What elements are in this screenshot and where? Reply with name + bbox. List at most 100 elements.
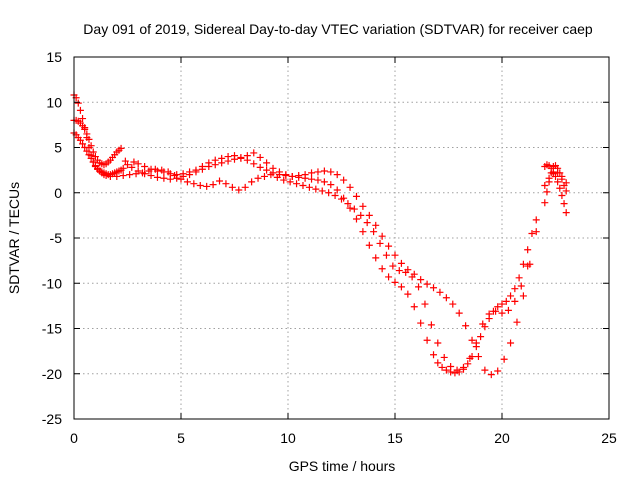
- y-tick-label: 5: [54, 140, 62, 156]
- data-point: [166, 175, 174, 183]
- x-axis-label: GPS time / hours: [289, 458, 396, 474]
- data-point: [126, 171, 134, 179]
- data-point: [196, 182, 204, 190]
- data-point: [102, 172, 110, 180]
- data-point: [263, 159, 271, 167]
- data-point: [549, 170, 557, 178]
- data-point: [498, 309, 506, 317]
- data-point: [235, 186, 243, 194]
- data-point: [524, 262, 532, 270]
- data-point: [205, 163, 213, 171]
- data-point: [421, 300, 429, 308]
- data-point: [295, 172, 303, 180]
- data-point: [250, 149, 258, 157]
- data-point: [391, 251, 399, 259]
- data-point: [320, 167, 328, 175]
- data-point: [299, 182, 307, 190]
- data-point: [378, 265, 386, 273]
- x-tick-label: 5: [177, 430, 185, 446]
- data-point: [145, 167, 153, 175]
- data-point: [333, 186, 341, 194]
- data-point: [228, 183, 236, 191]
- data-point: [474, 353, 482, 361]
- data-point: [346, 183, 354, 191]
- data-point: [415, 283, 423, 291]
- data-point: [513, 318, 521, 326]
- data-point: [427, 321, 435, 329]
- data-point: [402, 268, 410, 276]
- data-point: [440, 353, 448, 361]
- data-point: [500, 355, 508, 363]
- data-point: [151, 165, 159, 173]
- data-point: [438, 363, 446, 371]
- y-axis-label: SDTVAR / TECUs: [6, 182, 22, 294]
- data-point: [83, 130, 91, 138]
- data-point: [370, 228, 378, 236]
- data-point: [243, 152, 251, 160]
- data-point: [89, 158, 97, 166]
- data-point: [502, 297, 510, 305]
- data-point: [404, 290, 412, 298]
- grid: [74, 57, 609, 419]
- data-point: [449, 300, 457, 308]
- data-markers: [70, 91, 570, 379]
- data-point: [511, 297, 519, 305]
- data-point: [481, 366, 489, 374]
- data-point: [85, 135, 93, 143]
- data-point: [158, 166, 166, 174]
- data-point: [528, 229, 536, 237]
- data-point: [554, 169, 562, 177]
- data-point: [382, 251, 390, 259]
- x-tick-label: 20: [494, 430, 510, 446]
- data-point: [352, 192, 360, 200]
- data-point: [85, 151, 93, 159]
- data-point: [241, 183, 249, 191]
- data-point: [83, 147, 91, 155]
- data-point: [466, 354, 474, 362]
- data-point: [507, 339, 515, 347]
- data-point: [273, 173, 281, 181]
- data-point: [314, 176, 322, 184]
- data-point: [346, 204, 354, 212]
- y-tick-label: -20: [42, 366, 62, 382]
- data-point: [385, 273, 393, 281]
- data-point: [485, 310, 493, 318]
- data-point: [547, 164, 555, 172]
- data-point: [147, 172, 155, 180]
- data-point: [256, 153, 264, 161]
- data-point: [397, 283, 405, 291]
- data-point: [190, 180, 198, 188]
- data-point: [344, 200, 352, 208]
- data-point: [130, 158, 138, 166]
- data-point: [117, 144, 125, 152]
- data-point: [203, 182, 211, 190]
- x-tick-label: 0: [70, 430, 78, 446]
- series-track-b: [70, 116, 540, 379]
- data-point: [430, 284, 438, 292]
- data-point: [556, 184, 564, 192]
- y-tick-label: 15: [46, 49, 62, 65]
- data-point: [492, 307, 500, 315]
- data-point: [558, 191, 566, 199]
- data-point: [216, 177, 224, 185]
- data-point: [282, 171, 290, 179]
- data-point: [222, 180, 230, 188]
- data-point: [504, 306, 512, 314]
- data-point: [487, 371, 495, 379]
- data-point: [160, 174, 168, 182]
- x-tick-label: 25: [601, 430, 617, 446]
- data-point: [532, 216, 540, 224]
- data-point: [554, 178, 562, 186]
- data-point: [410, 303, 418, 311]
- data-point: [211, 161, 219, 169]
- data-point: [397, 259, 405, 267]
- data-point: [231, 155, 238, 163]
- data-point: [352, 215, 360, 223]
- data-point: [453, 366, 461, 374]
- series-track-a: [70, 91, 540, 377]
- y-tick-label: -5: [50, 230, 63, 246]
- data-point: [562, 179, 570, 187]
- data-point: [391, 278, 399, 286]
- data-point: [541, 182, 549, 190]
